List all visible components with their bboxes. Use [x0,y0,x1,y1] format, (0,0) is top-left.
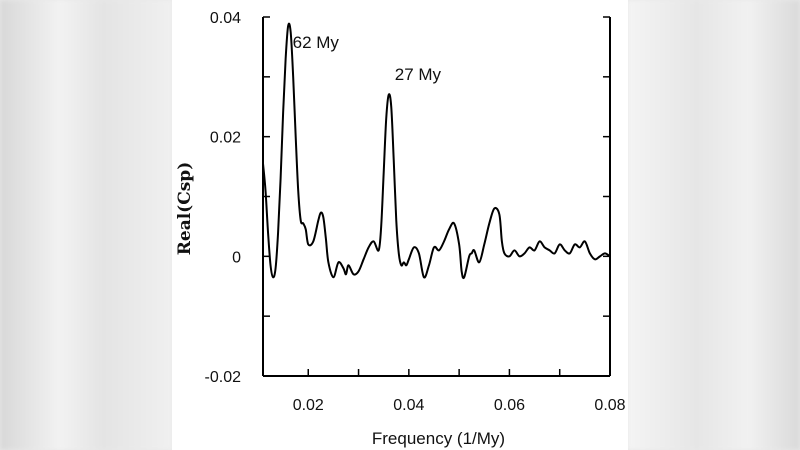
x-axis-title: Frequency (1/My) [372,429,505,448]
y-axis-title: Real(Csp) [175,162,195,256]
blurred-background-right [628,0,800,450]
y-tick-label: -0.02 [205,369,242,386]
tick-labels: -0.02 0 0.02 0.04 0.02 0.04 0.06 0.08 [205,10,626,414]
x-tick-label: 0.08 [594,397,625,414]
series-line-real-csp [262,22,611,280]
y-tick-label: 0.02 [210,130,241,147]
peak-annotation: 62 My [293,33,340,52]
y-tick-label: 0.04 [210,10,241,27]
annotations: 62 My 27 My [293,33,442,84]
peak-annotation: 27 My [395,65,442,84]
x-tick-label: 0.04 [393,397,424,414]
x-tick-label: 0.06 [494,397,525,414]
y-tick-label: 0 [232,249,241,266]
ticks [263,16,611,377]
x-tick-label: 0.02 [293,397,324,414]
blurred-background-left [0,0,172,450]
